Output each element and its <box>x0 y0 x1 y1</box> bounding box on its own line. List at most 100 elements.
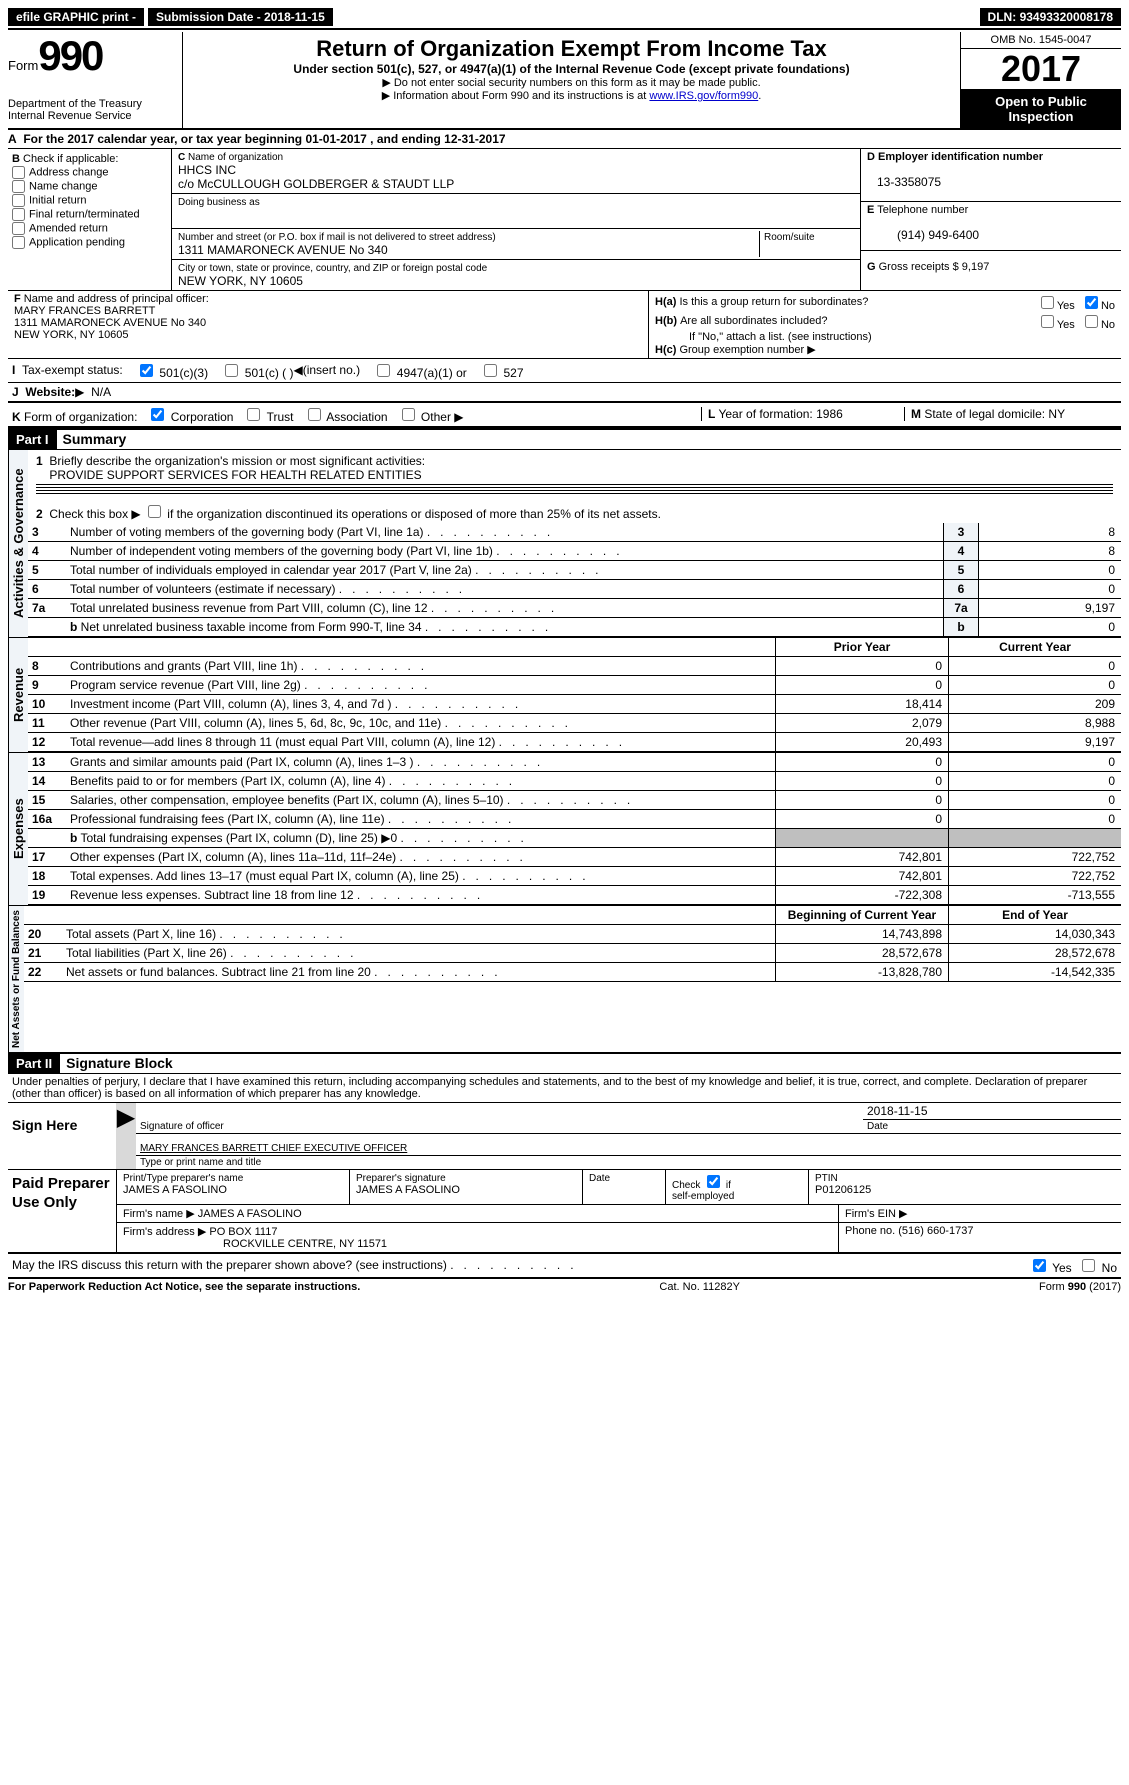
prep-date-label: Date <box>589 1173 610 1184</box>
hc-label: Group exemption number <box>679 344 804 356</box>
form-num-value: 990 <box>38 32 102 80</box>
address-change-checkbox[interactable]: Address change <box>12 166 167 179</box>
form-header: Form 990 Department of the Treasury Inte… <box>8 32 1121 130</box>
data-row: 20 Total assets (Part X, line 16) 14,743… <box>24 925 1121 944</box>
gross-receipts-label: Gross receipts $ <box>879 261 959 273</box>
section-c: C Name of organization HHCS INC c/o McCU… <box>171 149 860 290</box>
officer-addr1: 1311 MAMARONECK AVENUE No 340 <box>14 317 206 329</box>
data-row: 8 Contributions and grants (Part VIII, l… <box>28 657 1121 676</box>
tax-exempt-label: Tax-exempt status: <box>22 363 123 377</box>
data-row: 18 Total expenses. Add lines 13–17 (must… <box>28 867 1121 886</box>
vert-expenses: Expenses <box>8 753 28 905</box>
data-row: 17 Other expenses (Part IX, column (A), … <box>28 848 1121 867</box>
corporation-checkbox[interactable]: Corporation <box>147 410 233 424</box>
inspection-label: Open to Public Inspection <box>961 90 1121 128</box>
submission-date-button: Submission Date - 2018-11-15 <box>148 8 333 26</box>
ssn-note: ▶ Do not enter social security numbers o… <box>189 76 954 89</box>
phone-value: (914) 949-6400 <box>867 228 979 242</box>
website-label: Website: <box>25 385 75 399</box>
data-row: 19 Revenue less expenses. Subtract line … <box>28 886 1121 905</box>
ha-no-checkbox[interactable]: No <box>1081 293 1115 312</box>
officer-typed-name: MARY FRANCES BARRETT CHIEF EXECUTIVE OFF… <box>136 1142 1121 1156</box>
firm-addr-label: Firm's address ▶ <box>123 1226 206 1238</box>
submission-date-label: Submission Date - <box>156 10 261 24</box>
data-row: b Total fundraising expenses (Part IX, c… <box>28 829 1121 848</box>
summary-row: b Net unrelated business taxable income … <box>28 618 1121 637</box>
vert-revenue: Revenue <box>8 638 28 752</box>
section-j: J Website: ▶ N/A <box>8 383 1121 403</box>
officer-addr2: NEW YORK, NY 10605 <box>14 329 129 341</box>
sig-officer-label: Signature of officer <box>136 1120 863 1133</box>
other-checkbox[interactable]: Other ▶ <box>398 410 464 424</box>
section-b: B Check if applicable: Address change Na… <box>8 149 171 290</box>
check-applicable-label: Check if applicable: <box>23 153 118 165</box>
firm-addr2-value: ROCKVILLE CENTRE, NY 11571 <box>123 1238 387 1250</box>
section-f: F Name and address of principal officer:… <box>8 291 649 358</box>
amended-return-checkbox[interactable]: Amended return <box>12 222 167 235</box>
ptin-value: P01206125 <box>815 1184 871 1196</box>
dept-irs: Internal Revenue Service <box>8 110 178 122</box>
efile-button[interactable]: efile GRAPHIC print - <box>8 8 144 26</box>
trust-checkbox[interactable]: Trust <box>243 410 293 424</box>
discontinued-checkbox[interactable] <box>148 505 161 518</box>
discuss-yes-checkbox[interactable]: Yes <box>1029 1256 1072 1275</box>
discuss-text: May the IRS discuss this return with the… <box>12 1258 447 1272</box>
self-employed-label: self-employed <box>672 1191 734 1202</box>
firm-name-value: JAMES A FASOLINO <box>198 1208 302 1220</box>
prep-phone-value: (516) 660-1737 <box>898 1225 973 1237</box>
summary-row: 5 Total number of individuals employed i… <box>28 561 1121 580</box>
org-name-label: Name of organization <box>188 152 283 163</box>
section-h: H(a) Is this a group return for subordin… <box>649 291 1121 358</box>
tax-year: 2017 <box>961 49 1121 90</box>
website-value: N/A <box>91 385 111 399</box>
section-i: I Tax-exempt status: 501(c)(3) 501(c) ( … <box>8 359 1121 383</box>
phone-label: Telephone number <box>877 204 968 216</box>
page-footer: For Paperwork Reduction Act Notice, see … <box>8 1279 1121 1293</box>
prior-year-header: Prior Year <box>775 638 948 656</box>
hb-yes-checkbox[interactable]: Yes <box>1037 312 1075 331</box>
if-label: if <box>726 1180 731 1191</box>
association-checkbox[interactable]: Association <box>304 410 388 424</box>
ein-label: Employer identification number <box>878 151 1043 163</box>
part2-header: Part II <box>8 1054 60 1073</box>
final-return-checkbox[interactable]: Final return/terminated <box>12 208 167 221</box>
org-careof: c/o McCULLOUGH GOLDBERGER & STAUDT LLP <box>178 177 454 191</box>
prep-sig-label: Preparer's signature <box>356 1173 446 1184</box>
city-label: City or town, state or province, country… <box>178 263 487 274</box>
discuss-row: May the IRS discuss this return with the… <box>8 1254 1121 1279</box>
begin-year-header: Beginning of Current Year <box>775 906 948 924</box>
year-header-row: Prior Year Current Year <box>28 638 1121 657</box>
section-d-e-g: D Employer identification number 13-3358… <box>860 149 1121 290</box>
line1-value: PROVIDE SUPPORT SERVICES FOR HEALTH RELA… <box>49 468 421 482</box>
application-pending-checkbox[interactable]: Application pending <box>12 236 167 249</box>
501c-checkbox[interactable]: 501(c) ( ) <box>221 361 293 380</box>
irs-link[interactable]: www.IRS.gov/form990 <box>649 90 758 102</box>
hb-no-checkbox[interactable]: No <box>1081 312 1115 331</box>
state-domicile-label: State of legal domicile: <box>924 407 1045 421</box>
top-bar: efile GRAPHIC print - Submission Date - … <box>8 8 1121 30</box>
4947-checkbox[interactable]: 4947(a)(1) or <box>373 361 466 380</box>
discuss-no-checkbox[interactable]: No <box>1078 1256 1117 1275</box>
print-name-label: Print/Type preparer's name <box>123 1173 243 1184</box>
sign-here-label: Sign Here <box>8 1103 116 1169</box>
form-number: Form 990 <box>8 32 178 80</box>
paid-preparer-block: Paid Preparer Use Only Print/Type prepar… <box>8 1170 1121 1254</box>
data-row: 13 Grants and similar amounts paid (Part… <box>28 753 1121 772</box>
name-change-checkbox[interactable]: Name change <box>12 180 167 193</box>
ha-label: Is this a group return for subordinates? <box>679 296 1036 308</box>
501c3-checkbox[interactable]: 501(c)(3) <box>136 361 208 380</box>
ha-yes-checkbox[interactable]: Yes <box>1037 293 1075 312</box>
footer-right: Form 990 (2017) <box>1039 1281 1121 1293</box>
paid-preparer-label: Paid Preparer Use Only <box>8 1170 116 1252</box>
submission-date-value: 2018-11-15 <box>264 10 325 24</box>
officer-label: Name and address of principal officer: <box>24 293 209 305</box>
street-label: Number and street (or P.O. box if mail i… <box>178 232 496 243</box>
self-employed-checkbox[interactable] <box>707 1175 720 1188</box>
data-row: 12 Total revenue—add lines 8 through 11 … <box>28 733 1121 752</box>
line2-text: Check this box ▶ if the organization dis… <box>49 507 661 521</box>
527-checkbox[interactable]: 527 <box>480 361 523 380</box>
firm-ein-label: Firm's EIN ▶ <box>845 1208 908 1220</box>
data-row: 16a Professional fundraising fees (Part … <box>28 810 1121 829</box>
initial-return-checkbox[interactable]: Initial return <box>12 194 167 207</box>
hb-label: Are all subordinates included? <box>680 315 1037 327</box>
